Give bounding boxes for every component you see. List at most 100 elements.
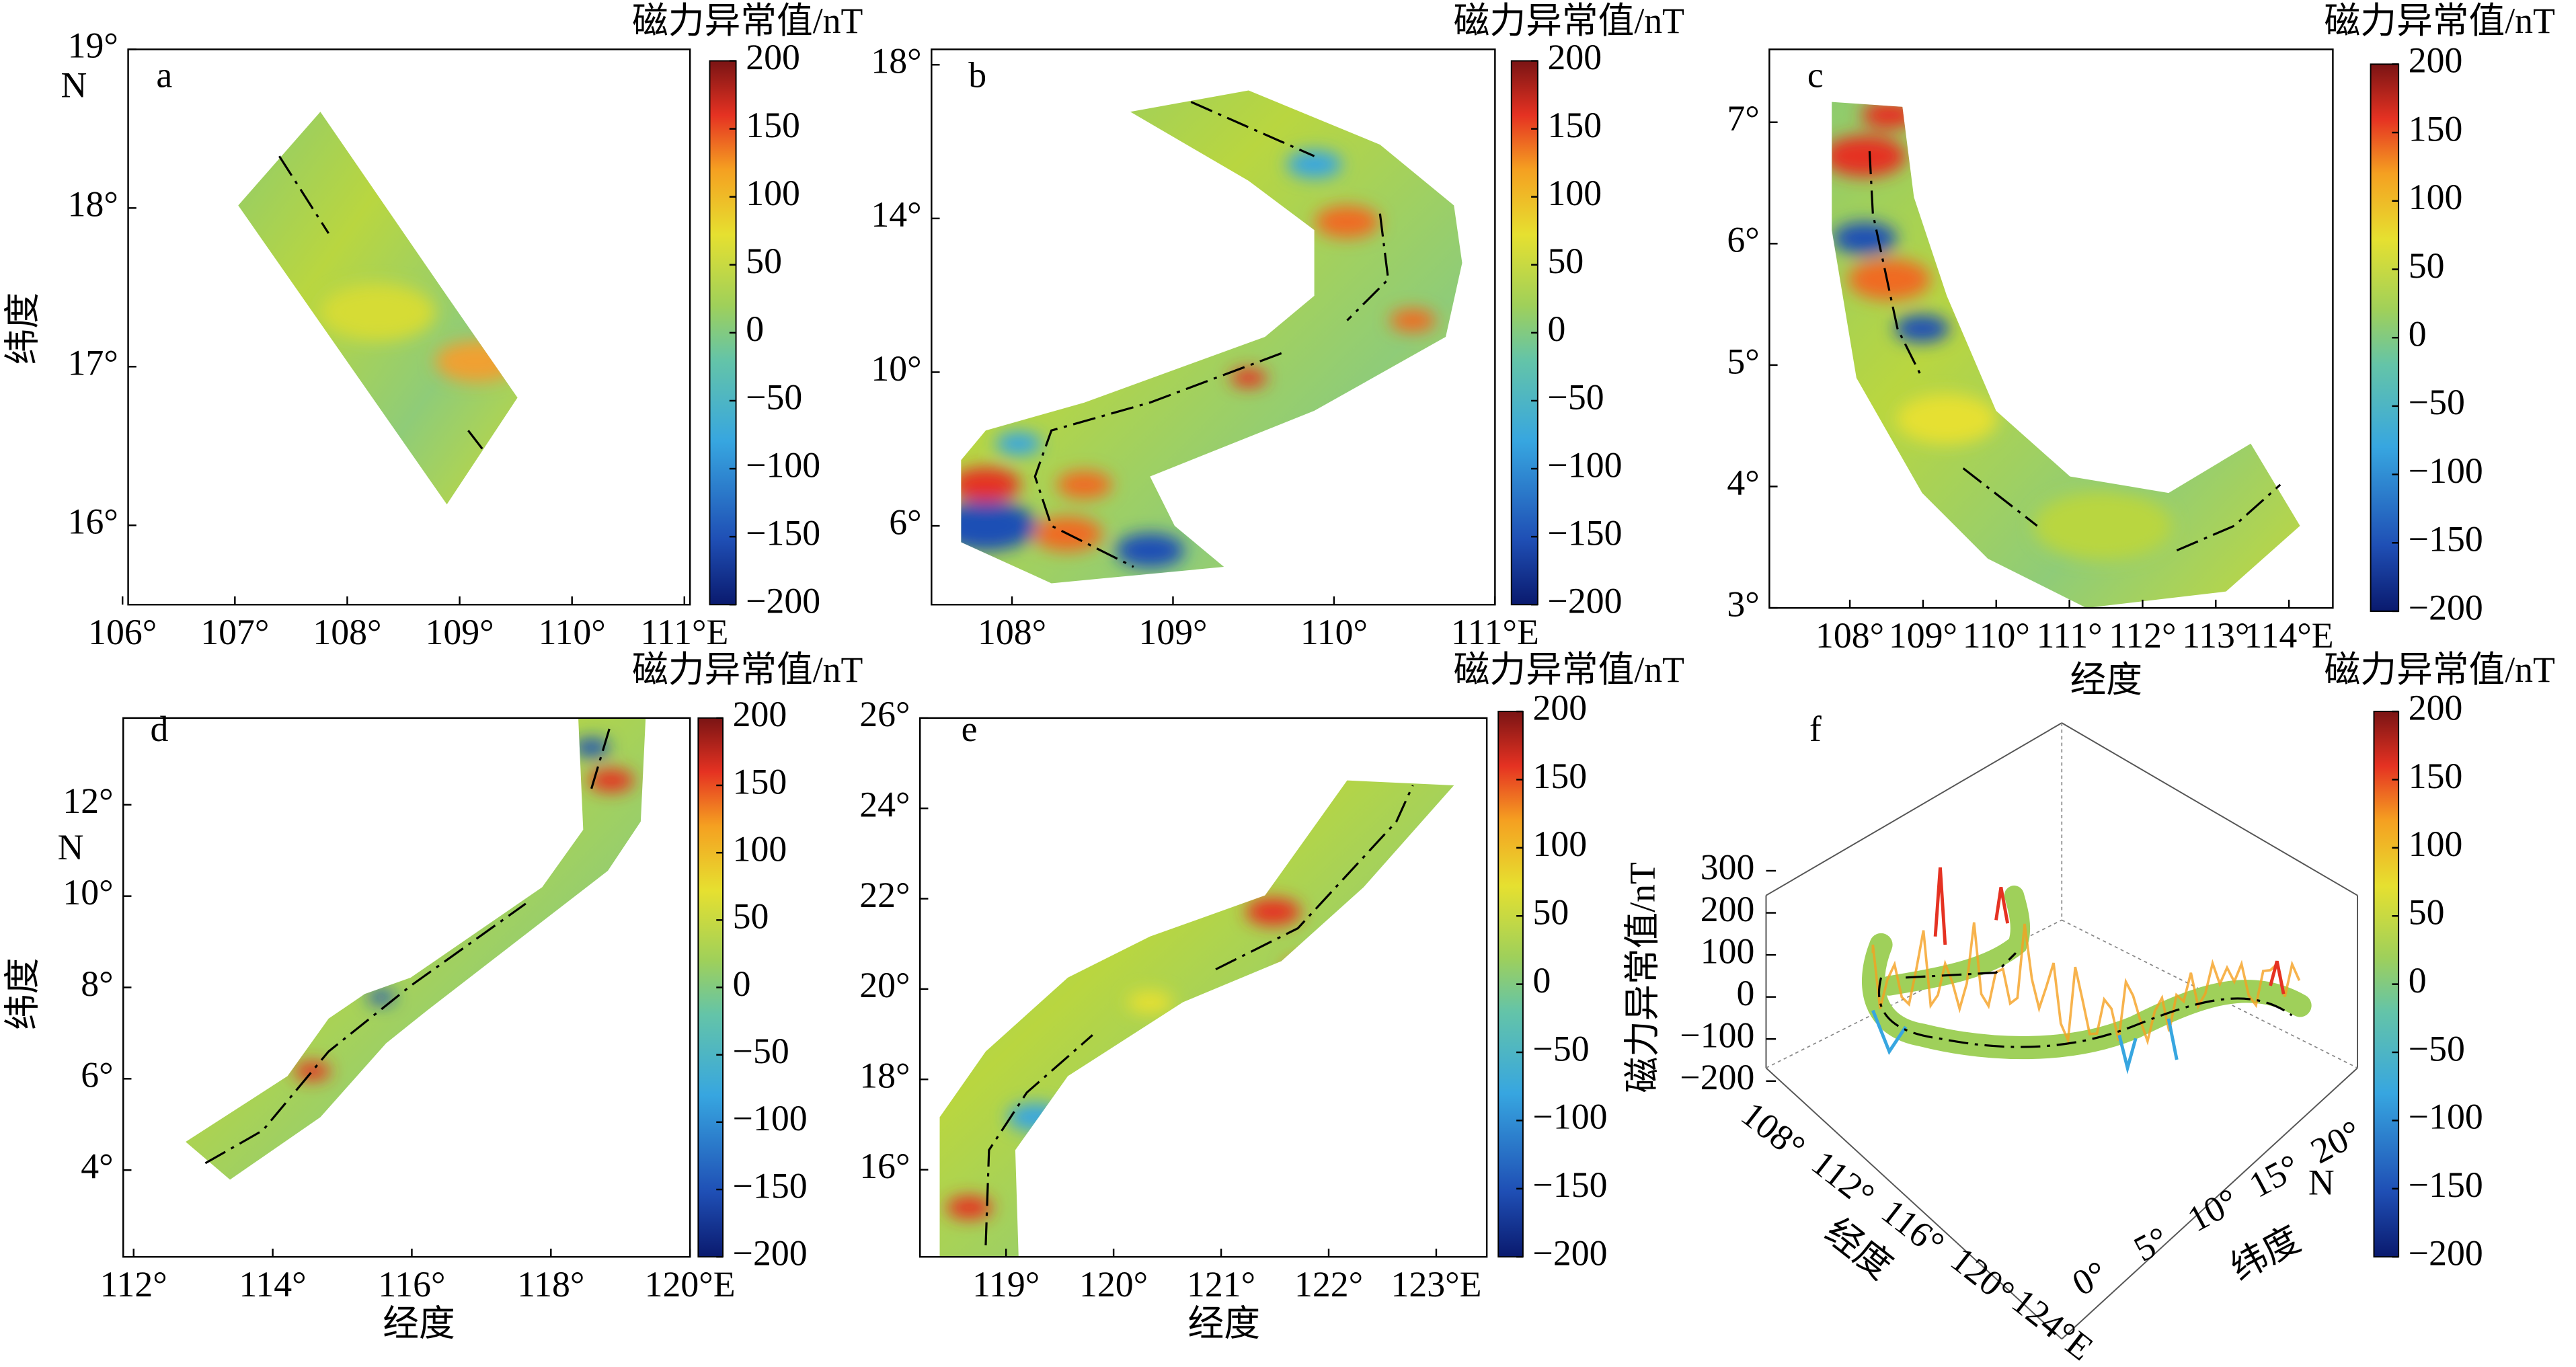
swath (961, 90, 1462, 584)
z-tick-label: −200 (1680, 1057, 1754, 1097)
colorbar-tick-label: −200 (2409, 587, 2483, 627)
colorbar-tick-label: 50 (1533, 892, 1569, 933)
y-tick-label: 6° (1727, 220, 1759, 260)
ship-track (1877, 952, 2293, 1048)
z-axis-label: 磁力异常值/nT (1622, 862, 1662, 1093)
x-tick-label: 120° (1079, 1264, 1148, 1304)
colorbar-tick-label: −100 (2409, 1097, 2483, 1137)
anomaly-blob (961, 467, 1021, 502)
colorbar-tick-label: 200 (733, 694, 787, 734)
colorbar-title: 磁力异常值/nT (632, 1, 863, 41)
colorbar-title: 磁力异常值/nT (2325, 1, 2555, 41)
anomaly-blob (367, 990, 395, 1005)
colorbar-tick-label: 150 (2409, 756, 2463, 796)
colorbar-tick-label: 100 (2409, 824, 2463, 864)
anomaly-blob (1896, 393, 1998, 444)
y-tick-label: 4° (1727, 463, 1759, 503)
swath (1832, 102, 2300, 609)
y-tick-label: 16° (859, 1146, 910, 1186)
colorbar-tick-label: 200 (2409, 40, 2463, 81)
y-tick-label: 8° (81, 964, 113, 1004)
plot-frame (1768, 48, 2334, 609)
ship-track (1033, 101, 1390, 568)
y-tick-label: 5° (2128, 1218, 2175, 1270)
x-axis-label: 经度 (2070, 660, 2142, 700)
y-tick-label: 10° (2181, 1180, 2245, 1239)
colorbar-tick-label: 200 (1548, 37, 1602, 77)
colorbar-tick-label: −100 (733, 1098, 808, 1138)
colorbar-tick-label: 150 (1533, 756, 1588, 796)
map-swath (1832, 102, 2300, 609)
anomaly-blob (1861, 102, 1917, 129)
y-tick-label: 0° (2066, 1253, 2113, 1304)
y-tick-label: 10° (871, 348, 921, 389)
x-tick-label: 110° (1963, 615, 2030, 656)
y-tick-label: 6° (81, 1055, 113, 1095)
box-edge-hidden (1766, 919, 2062, 1068)
colorbar-tick-label: −150 (1533, 1165, 1608, 1205)
y-tick-label: 18° (871, 41, 921, 81)
colorbar-tick-label: −150 (2409, 1165, 2483, 1205)
anomaly-blob (1315, 206, 1380, 238)
x-tick-label: 110° (1300, 612, 1368, 652)
x-tick-label: 111° (2037, 615, 2103, 656)
x-tick-label: 108° (978, 612, 1046, 652)
surface-spikes (1871, 922, 2301, 1046)
colorbar-tick-label: −150 (2409, 519, 2483, 559)
x-tick-label: 119° (972, 1264, 1040, 1304)
colorbar-title: 磁力异常值/nT (1454, 1, 1684, 41)
x-tick-label: 123°E (1391, 1264, 1481, 1304)
y-tick-label: 4° (81, 1146, 113, 1186)
x-tick-label: 112° (100, 1264, 167, 1304)
z-tick-label: 300 (1701, 847, 1755, 887)
plot-frame (919, 717, 1488, 1258)
y-tick-label: 7° (1727, 98, 1759, 139)
surface-spikes-high (1933, 867, 2286, 994)
x-tick-label: 116° (378, 1264, 445, 1304)
anomaly-blob (588, 769, 635, 792)
panel-letter: b (968, 55, 986, 95)
colorbar-title: 磁力异常值/nT (2325, 650, 2555, 690)
y-unit: N (2308, 1162, 2335, 1202)
x-tick-label: 120°E (645, 1264, 736, 1304)
colorbar-tick-label: −200 (1548, 581, 1623, 621)
colorbar-tick-label: −50 (2409, 1028, 2465, 1068)
colorbar-title: 磁力异常值/nT (632, 650, 863, 690)
anomaly-blob (320, 283, 436, 342)
colorbar-tick-label: −50 (733, 1031, 789, 1071)
colorbar-tick-label: 0 (1533, 960, 1551, 1001)
plot-frame (127, 48, 691, 606)
colorbar-tick-label: 150 (2409, 108, 2463, 149)
colorbar-tick-label: 100 (746, 173, 800, 213)
x-tick-label: 108° (1734, 1093, 1813, 1167)
x-tick-label: 111°E (640, 612, 728, 652)
x-tick-label: 114° (239, 1264, 307, 1304)
colorbar-tick-label: 50 (1548, 241, 1584, 281)
z-tick-label: 200 (1701, 889, 1755, 929)
colorbar-tick-label: −50 (746, 377, 802, 417)
x-tick-label: 120° (1943, 1239, 2022, 1313)
box-edge (2061, 1067, 2358, 1340)
colorbar-tick-label: 50 (2409, 245, 2445, 286)
z-tick-label: 100 (1701, 931, 1755, 971)
ship-track (204, 722, 613, 1165)
colorbar-tick-label: −200 (2409, 1233, 2483, 1274)
colorbar-tick-label: 0 (746, 309, 764, 349)
colorbar-tick-label: 0 (733, 964, 751, 1004)
swath (186, 717, 646, 1180)
y-axis-label: 纬度 (2, 958, 42, 1031)
surface-3d (1862, 867, 2312, 1075)
anomaly-blob (1286, 150, 1342, 178)
y-tick-label: 5° (1727, 341, 1759, 381)
box-edge (2061, 722, 2358, 896)
colorbar-tick-label: 150 (1548, 105, 1602, 145)
y-axis-label: 纬度 (2, 292, 42, 365)
x-tick-label: 108° (1816, 615, 1884, 656)
colorbar-tick-label: −200 (1533, 1233, 1608, 1274)
anomaly-blob (434, 340, 518, 383)
colorbar-tick-label: −200 (746, 581, 820, 621)
x-axis-label: 经度 (1187, 1304, 1260, 1344)
anomaly-blob (1894, 315, 1950, 343)
colorbar-tick-label: −50 (1548, 377, 1604, 417)
